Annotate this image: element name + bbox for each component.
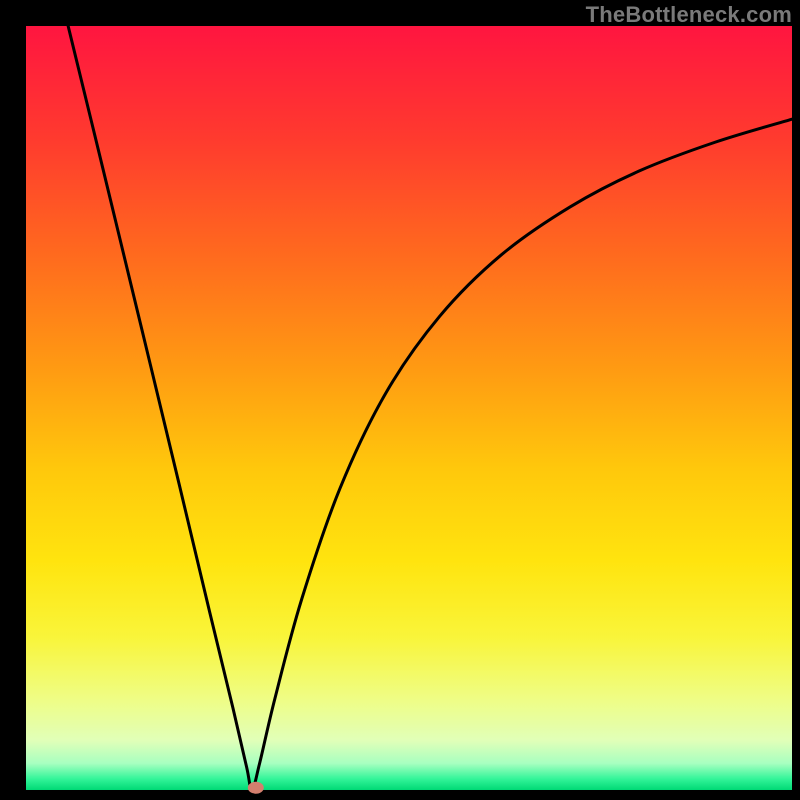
chart-frame: TheBottleneck.com	[0, 0, 800, 800]
minimum-marker	[248, 782, 264, 794]
plot-background	[26, 26, 792, 790]
bottleneck-plot	[0, 0, 800, 800]
watermark-text: TheBottleneck.com	[586, 2, 792, 28]
